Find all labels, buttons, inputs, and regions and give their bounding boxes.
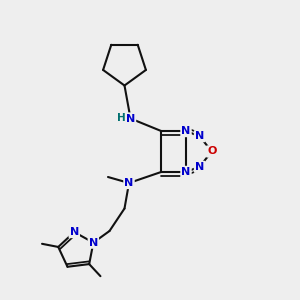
Text: N: N: [182, 167, 190, 177]
Text: N: N: [182, 126, 190, 136]
Text: N: N: [124, 178, 134, 188]
Text: N: N: [70, 227, 79, 237]
Text: N: N: [195, 162, 204, 172]
Text: N: N: [126, 113, 135, 124]
Text: H: H: [116, 112, 125, 123]
Text: N: N: [89, 238, 98, 248]
Text: N: N: [195, 131, 204, 141]
Text: O: O: [207, 146, 217, 157]
